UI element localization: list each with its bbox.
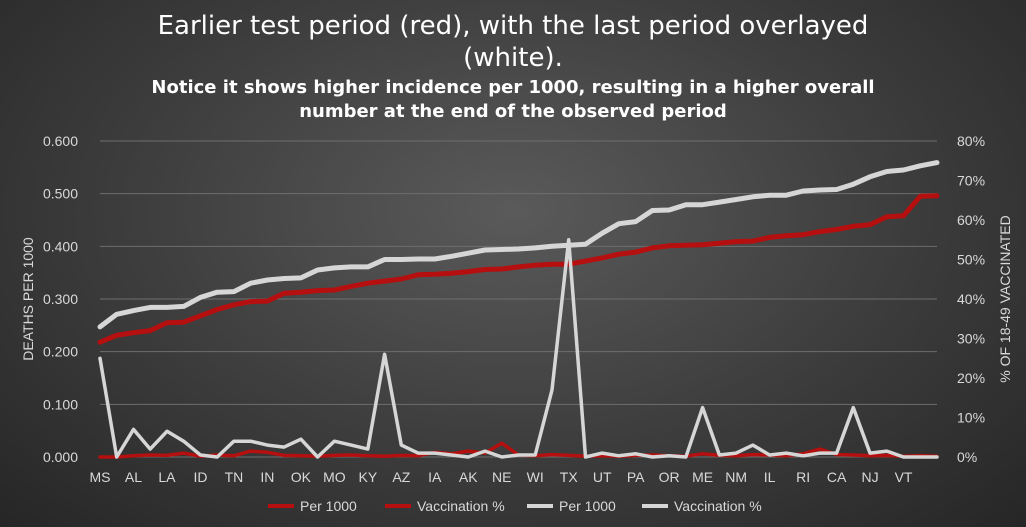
chart-title-line-2: (white).	[463, 43, 563, 73]
x-tick-label: AK	[459, 469, 478, 485]
x-tick-label: NM	[725, 469, 747, 485]
x-tick-label: ME	[692, 469, 713, 485]
y-left-tick-label: 0.200	[43, 344, 78, 360]
legend-item: Vaccination %	[642, 496, 762, 516]
series-line-red-per-1000	[97, 193, 940, 345]
x-tick-label: AZ	[392, 469, 410, 485]
x-tick-label: OK	[291, 469, 312, 485]
legend-swatch	[527, 504, 553, 508]
x-tick-label: RI	[796, 469, 810, 485]
series-line-white-per-1000	[97, 160, 940, 330]
legend-label: Per 1000	[559, 498, 616, 514]
y-left-tick-label: 0.600	[43, 133, 78, 149]
x-tick-label: TN	[225, 469, 244, 485]
x-tick-label: ID	[193, 469, 207, 485]
y-right-tick-label: 50%	[957, 252, 985, 268]
x-tick-label: IN	[260, 469, 274, 485]
y-right-tick-label: 30%	[957, 331, 985, 347]
chart-subtitle-line-2: number at the end of the observed period	[299, 101, 727, 122]
y-right-tick-label: 20%	[957, 370, 985, 386]
y-left-tick-label: 0.100	[43, 396, 78, 412]
y-right-tick-label: 0%	[957, 449, 977, 465]
y-right-tick-label: 40%	[957, 291, 985, 307]
x-tick-label: CA	[827, 469, 847, 485]
y-left-tick-label: 0.300	[43, 291, 78, 307]
chart-title: Earlier test period (red), with the last…	[0, 10, 1026, 74]
x-tick-label: PA	[627, 469, 645, 485]
x-tick-label: VT	[895, 469, 913, 485]
x-tick-label: OR	[659, 469, 680, 485]
chart-subtitle-line-1: Notice it shows higher incidence per 100…	[151, 77, 875, 98]
chart-subtitle: Notice it shows higher incidence per 100…	[0, 76, 1026, 124]
x-tick-label: MS	[90, 469, 111, 485]
y-left-axis-title: DEATHS PER 1000	[20, 237, 36, 361]
legend-swatch	[642, 504, 668, 508]
x-tick-label: AL	[125, 469, 142, 485]
x-tick-label: IA	[428, 469, 442, 485]
x-tick-label: IL	[764, 469, 776, 485]
y-left-tick-label: 0.500	[43, 186, 78, 202]
x-tick-label: NJ	[861, 469, 878, 485]
x-tick-label: UT	[593, 469, 612, 485]
y-left-tick-label: 0.400	[43, 238, 78, 254]
x-tick-label: MO	[323, 469, 346, 485]
legend-item: Vaccination %	[385, 496, 505, 516]
legend-item: Per 1000	[527, 496, 616, 516]
legend-item: Per 1000	[268, 496, 357, 516]
x-tick-label: KY	[358, 469, 377, 485]
y-left-tick-label: 0.000	[43, 449, 78, 465]
x-tick-label: LA	[158, 469, 176, 485]
legend-swatch	[268, 504, 294, 508]
chart-legend: Per 1000 Vaccination % Per 1000 Vaccination…	[0, 496, 1026, 516]
legend-swatch	[385, 504, 411, 508]
legend-label: Per 1000	[300, 498, 357, 514]
y-right-tick-label: 70%	[957, 173, 985, 189]
legend-label: Vaccination %	[417, 498, 505, 514]
y-right-tick-label: 80%	[957, 133, 985, 149]
x-tick-label: TX	[560, 469, 579, 485]
y-right-tick-label: 60%	[957, 212, 985, 228]
chart-title-line-1: Earlier test period (red), with the last…	[157, 11, 869, 41]
y-right-axis-title: % OF 18-49 VACCINATED	[997, 215, 1013, 383]
y-right-tick-label: 10%	[957, 410, 985, 426]
legend-label: Vaccination %	[674, 498, 762, 514]
x-tick-label: WI	[527, 469, 544, 485]
series-line-white-vaccination	[98, 238, 939, 459]
x-tick-label: NE	[492, 469, 511, 485]
